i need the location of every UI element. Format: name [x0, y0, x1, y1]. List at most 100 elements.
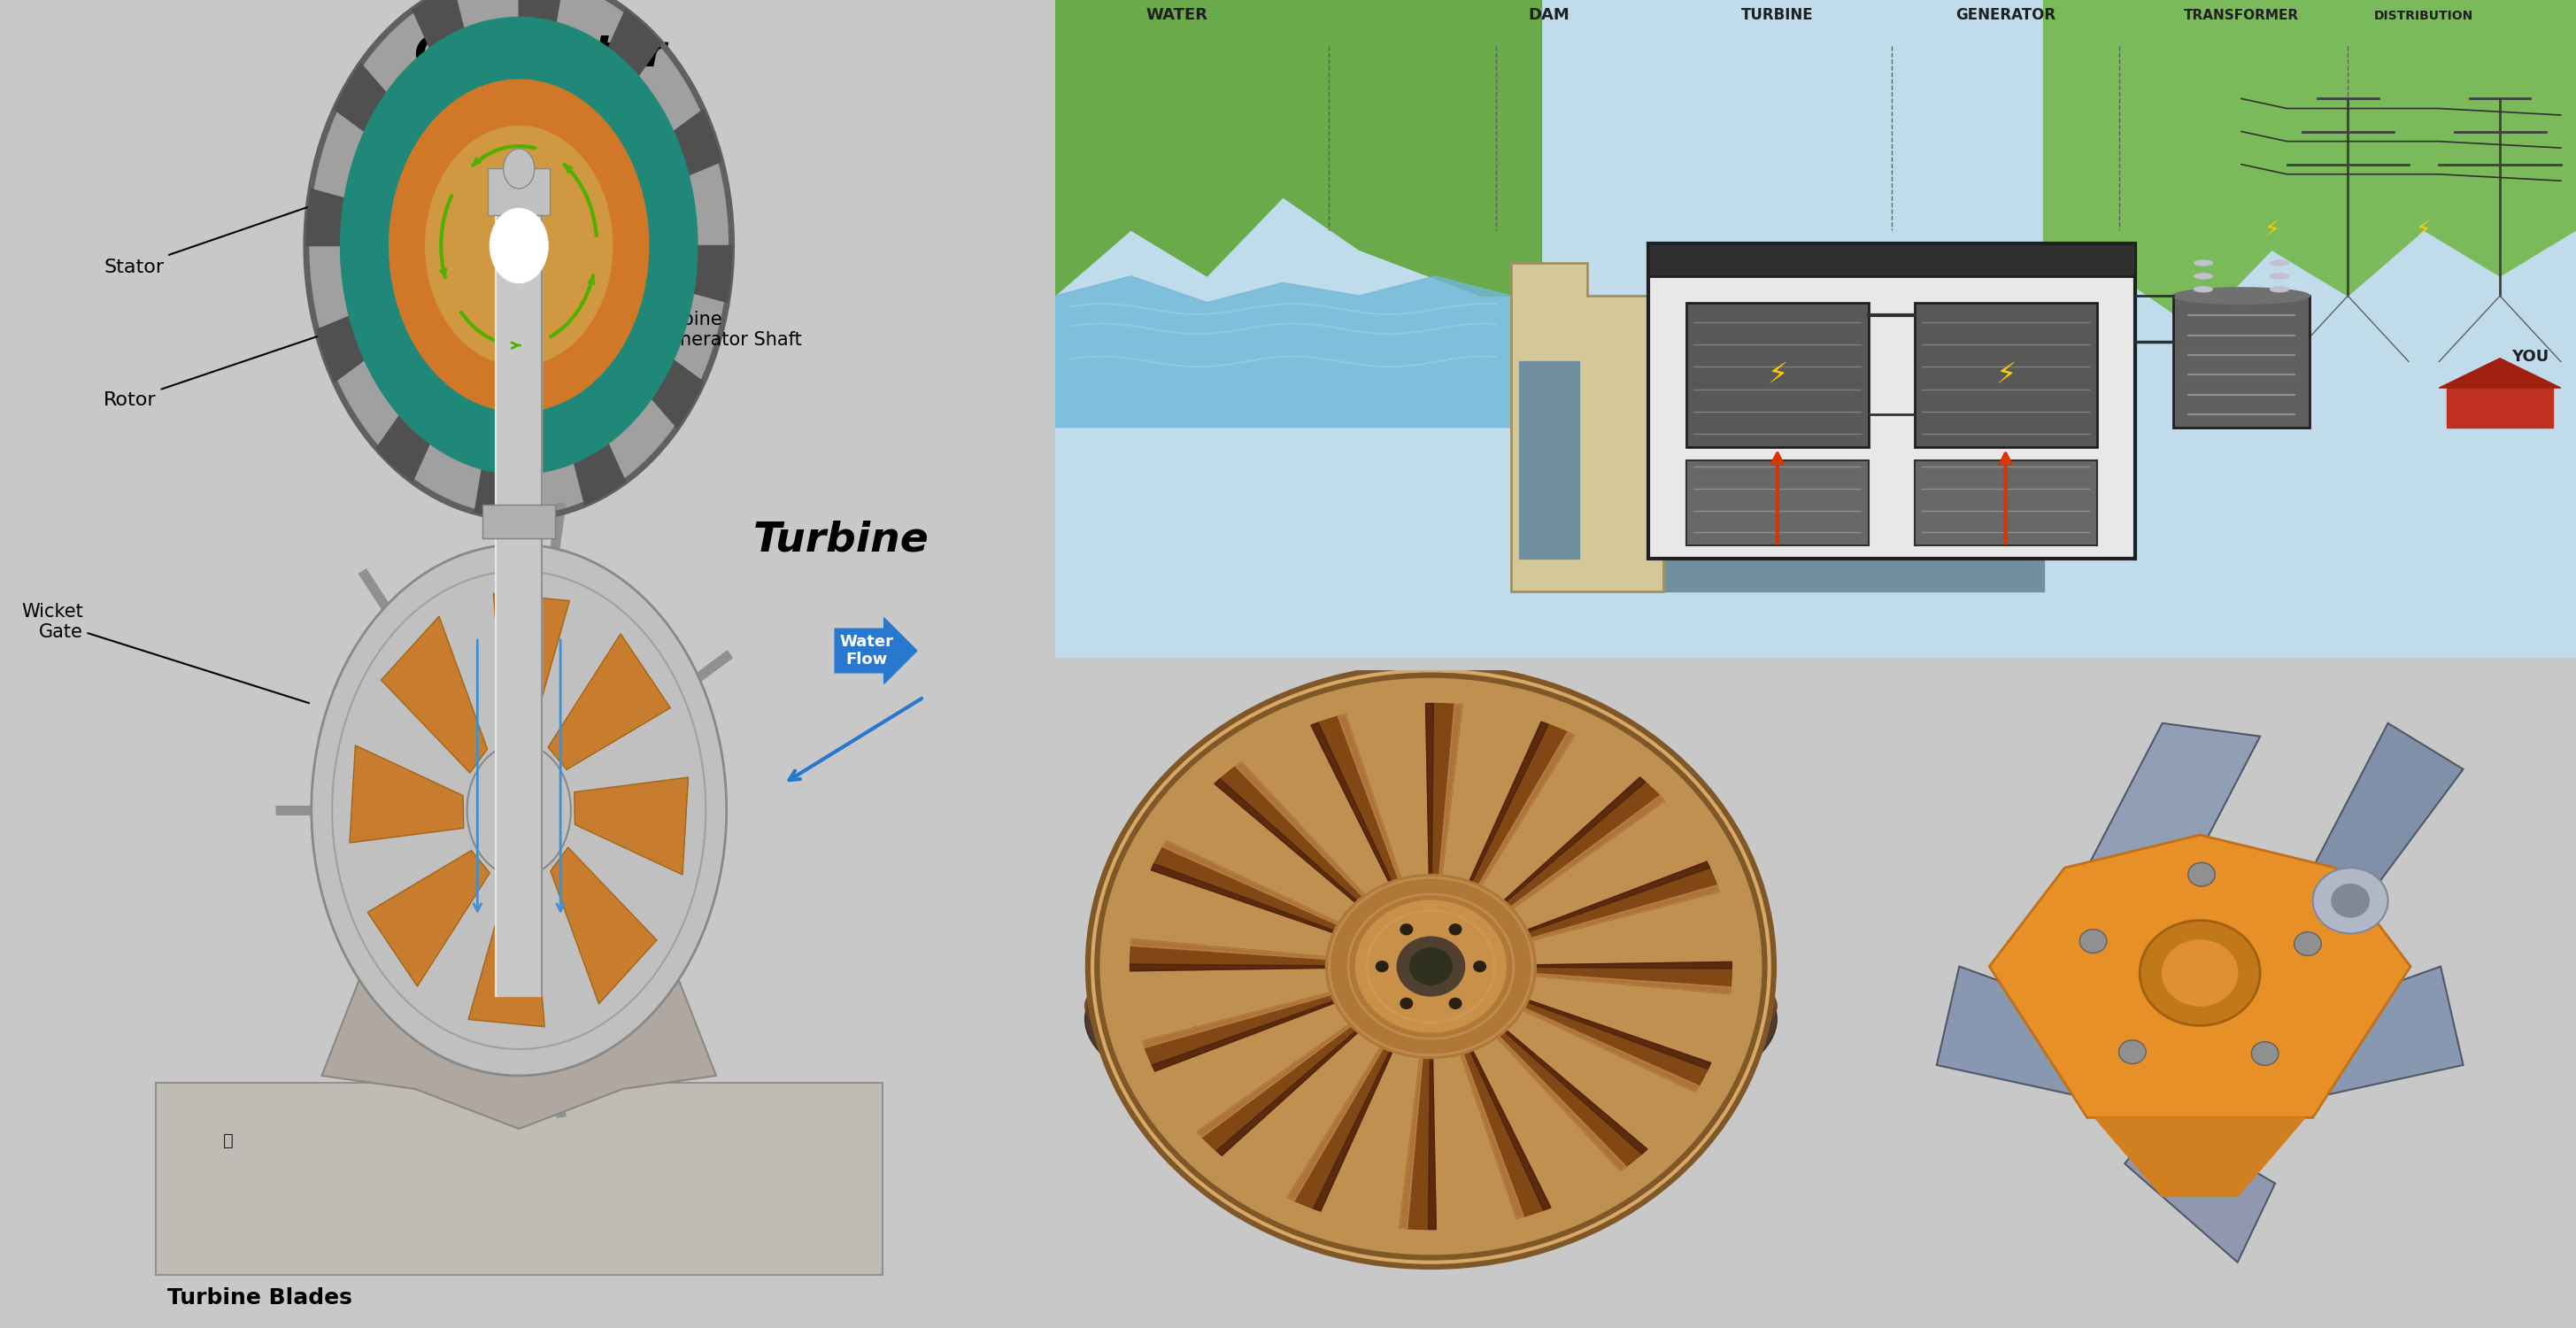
Wedge shape — [1507, 972, 1731, 993]
Wedge shape — [1479, 1012, 1646, 1171]
Wedge shape — [1162, 841, 1365, 936]
Wedge shape — [1425, 704, 1463, 900]
Wedge shape — [1437, 704, 1463, 900]
Wedge shape — [1425, 704, 1432, 900]
Polygon shape — [574, 777, 688, 875]
Wedge shape — [1497, 996, 1700, 1092]
Text: Stator: Stator — [103, 207, 309, 276]
Text: ⚡: ⚡ — [1767, 360, 1788, 389]
Polygon shape — [1512, 263, 1664, 592]
Wedge shape — [1131, 939, 1355, 961]
Wedge shape — [1337, 714, 1409, 904]
Text: Turbine: Turbine — [752, 521, 930, 560]
Wedge shape — [1497, 991, 1710, 1092]
Wedge shape — [1427, 1032, 1437, 1230]
Wedge shape — [1151, 841, 1365, 943]
Ellipse shape — [2195, 260, 2213, 266]
Circle shape — [489, 208, 549, 283]
Text: Turbine Blades: Turbine Blades — [167, 1287, 353, 1308]
Text: Wicket
Gate: Wicket Gate — [21, 603, 309, 703]
Bar — [1512, 559, 2043, 592]
Wedge shape — [1507, 961, 1731, 993]
Wedge shape — [1288, 1024, 1396, 1201]
Wedge shape — [1311, 714, 1409, 906]
Ellipse shape — [2269, 274, 2287, 279]
Wedge shape — [1453, 1029, 1525, 1219]
Circle shape — [2141, 920, 2259, 1025]
Polygon shape — [1520, 361, 1579, 559]
Polygon shape — [1989, 835, 2411, 1118]
Polygon shape — [2094, 1118, 2306, 1197]
Circle shape — [312, 544, 726, 1076]
Wedge shape — [307, 189, 518, 246]
Circle shape — [1327, 874, 1535, 1058]
Ellipse shape — [2174, 288, 2311, 304]
Circle shape — [1396, 936, 1466, 996]
Wedge shape — [1198, 1008, 1378, 1155]
Wedge shape — [1399, 1032, 1437, 1230]
Bar — [1687, 461, 1868, 546]
Circle shape — [1401, 924, 1412, 935]
Circle shape — [1401, 999, 1412, 1009]
Circle shape — [2331, 884, 2370, 918]
Circle shape — [340, 17, 698, 474]
Wedge shape — [1311, 722, 1404, 906]
Bar — [497, 215, 541, 996]
Circle shape — [389, 80, 649, 412]
Bar — [1687, 303, 1868, 448]
Ellipse shape — [2269, 260, 2287, 266]
Polygon shape — [368, 850, 489, 987]
Polygon shape — [322, 943, 716, 1129]
Wedge shape — [1458, 1027, 1551, 1210]
Polygon shape — [2313, 967, 2463, 1098]
Wedge shape — [518, 0, 564, 246]
Bar — [482, 505, 556, 538]
Polygon shape — [350, 745, 464, 843]
Polygon shape — [2125, 1118, 2275, 1262]
Polygon shape — [495, 594, 569, 740]
Wedge shape — [1484, 1012, 1646, 1154]
Wedge shape — [518, 246, 703, 428]
Polygon shape — [2043, 0, 2576, 329]
Text: Water
Flow: Water Flow — [840, 633, 894, 668]
Text: TRANSFORMER: TRANSFORMER — [2184, 9, 2298, 23]
Wedge shape — [1151, 863, 1363, 943]
Ellipse shape — [1084, 904, 1777, 1134]
Text: ⚡: ⚡ — [2416, 219, 2432, 240]
Bar — [1914, 461, 2097, 546]
Wedge shape — [1216, 1012, 1378, 1155]
Wedge shape — [317, 246, 518, 382]
Wedge shape — [1141, 985, 1363, 1072]
Text: Rotor: Rotor — [103, 313, 386, 409]
Wedge shape — [1314, 1027, 1404, 1211]
Wedge shape — [518, 9, 662, 246]
Bar — [1649, 243, 2136, 559]
Bar — [2447, 388, 2553, 428]
Text: YOU: YOU — [2512, 349, 2550, 365]
Wedge shape — [1458, 721, 1548, 906]
Wedge shape — [518, 246, 732, 303]
Wedge shape — [1502, 886, 1718, 948]
Wedge shape — [1499, 862, 1718, 948]
Polygon shape — [551, 847, 657, 1004]
Wedge shape — [1479, 1016, 1625, 1171]
Bar — [1649, 243, 2136, 276]
Ellipse shape — [2269, 287, 2287, 292]
Bar — [2174, 296, 2311, 428]
Wedge shape — [1236, 762, 1383, 916]
Wedge shape — [1458, 721, 1574, 908]
Circle shape — [2295, 932, 2321, 956]
Wedge shape — [1399, 1032, 1425, 1228]
Wedge shape — [1484, 777, 1664, 926]
Polygon shape — [2087, 724, 2259, 880]
Wedge shape — [1499, 991, 1710, 1069]
Wedge shape — [1198, 1008, 1373, 1137]
Bar — [487, 169, 551, 215]
Wedge shape — [518, 110, 721, 246]
Wedge shape — [1489, 795, 1664, 926]
Text: WATER: WATER — [1146, 8, 1208, 24]
Polygon shape — [549, 633, 670, 770]
Text: DISTRIBUTION: DISTRIBUTION — [2375, 11, 2473, 23]
Polygon shape — [155, 1082, 881, 1275]
Circle shape — [1092, 671, 1770, 1262]
